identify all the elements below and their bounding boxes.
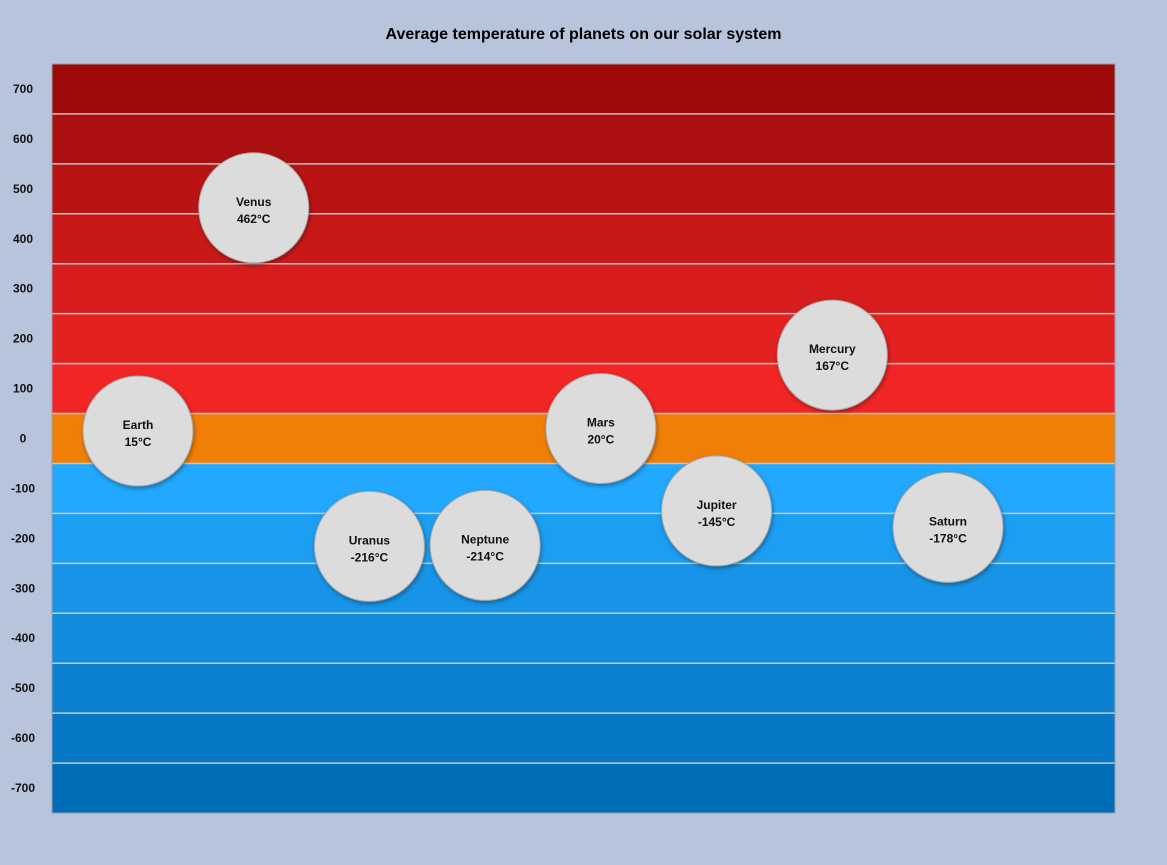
temperature-value-label: 167°C <box>816 359 850 373</box>
planet-name-label: Jupiter <box>697 498 737 512</box>
y-tick-label: 0 <box>20 432 27 446</box>
planet-bubble-neptune: Neptune -214°C <box>429 489 541 601</box>
y-tick-label: -200 <box>11 531 35 545</box>
y-tick-label: -100 <box>11 481 35 495</box>
temperature-band <box>52 64 1115 114</box>
temperature-value-label: 462°C <box>237 212 271 226</box>
temperature-band <box>52 663 1115 714</box>
data-point <box>198 152 310 264</box>
planet-bubble-saturn: Saturn -178°C <box>892 471 1004 583</box>
data-point <box>661 455 773 567</box>
data-point <box>545 373 657 485</box>
y-tick-label: -300 <box>11 581 35 595</box>
data-point <box>776 299 888 411</box>
temperature-band <box>52 263 1115 314</box>
planet-bubble-earth: Earth 15°C <box>82 375 194 487</box>
data-point <box>429 489 541 601</box>
y-tick-label: 100 <box>13 382 33 396</box>
y-tick-label: 500 <box>13 182 33 196</box>
planet-name-label: Mercury <box>809 342 856 356</box>
temperature-band <box>52 113 1115 164</box>
temperature-band <box>52 313 1115 364</box>
y-tick-label: -700 <box>11 781 35 795</box>
planet-bubble-mars: Mars 20°C <box>545 373 657 485</box>
planet-bubble-venus: Venus 462°C <box>198 152 310 264</box>
y-tick-label: 400 <box>13 232 33 246</box>
temperature-band <box>52 713 1115 764</box>
temperature-value-label: 15°C <box>125 435 152 449</box>
y-tick-label: -400 <box>11 631 35 645</box>
planet-name-label: Venus <box>236 195 272 209</box>
y-tick-label: 600 <box>13 132 33 146</box>
chart-title: Average temperature of planets on our so… <box>385 26 782 43</box>
y-tick-label: 300 <box>13 282 33 296</box>
planet-name-label: Mars <box>587 416 615 430</box>
temperature-value-label: -216°C <box>351 550 389 564</box>
planet-name-label: Earth <box>123 418 154 432</box>
temperature-band <box>52 613 1115 664</box>
y-tick-label: -500 <box>11 681 35 695</box>
temperature-value-label: -145°C <box>698 515 736 529</box>
temperature-value-label: 20°C <box>587 433 614 447</box>
planet-bubble-jupiter: Jupiter -145°C <box>661 455 773 567</box>
planet-name-label: Uranus <box>349 533 391 547</box>
planet-bubble-mercury: Mercury 167°C <box>776 299 888 411</box>
plot-frame <box>51 63 1116 814</box>
y-tick-label: -600 <box>11 731 35 745</box>
temperature-value-label: -178°C <box>929 531 967 545</box>
temperature-band <box>52 763 1115 813</box>
planet-name-label: Saturn <box>929 514 967 528</box>
planet-name-label: Neptune <box>461 532 509 546</box>
y-tick-label: 200 <box>13 332 33 346</box>
temperature-value-label: -214°C <box>466 549 504 563</box>
y-tick-label: 700 <box>13 82 33 96</box>
data-point <box>313 490 425 602</box>
planet-bubble-uranus: Uranus -216°C <box>313 490 425 602</box>
data-point <box>82 375 194 487</box>
data-point <box>892 471 1004 583</box>
